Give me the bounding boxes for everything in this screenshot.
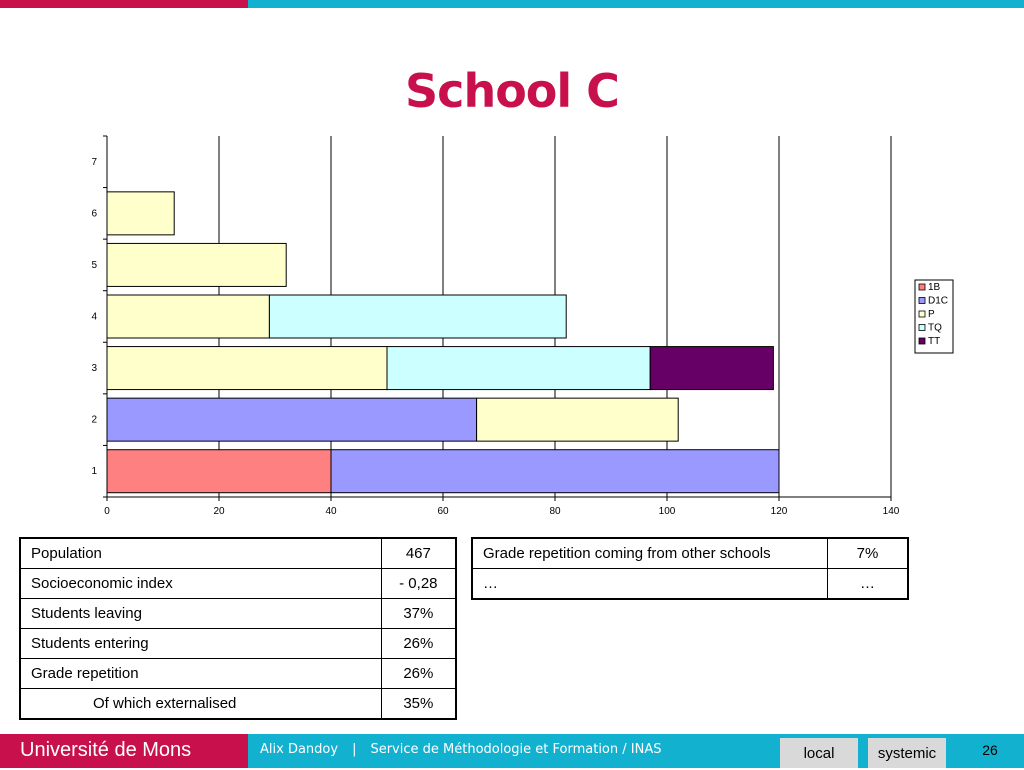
row-value: 35% — [380, 688, 457, 720]
row-value: … — [827, 568, 909, 600]
bar-p — [106, 191, 175, 236]
table-row: Socioeconomic index - 0,28 — [19, 568, 457, 599]
school-stats-table: Population 467 Socioeconomic index - 0,2… — [19, 537, 457, 720]
table-row: Population 467 — [19, 537, 457, 569]
x-tick-label: 0 — [104, 506, 110, 517]
legend-swatch — [918, 337, 926, 345]
row-value: 7% — [827, 537, 909, 569]
table-row: … … — [471, 568, 909, 600]
legend-swatch — [918, 324, 926, 331]
bar-d1c — [330, 449, 780, 494]
table-row: Students entering 26% — [19, 628, 457, 659]
legend-label: 1B — [928, 282, 941, 293]
university-label: Université de Mons — [0, 734, 248, 768]
row-value: 467 — [380, 537, 457, 569]
row-label: Students leaving — [19, 598, 382, 629]
legend-label: D1C — [928, 296, 948, 307]
table-row: Grade repetition coming from other schoo… — [471, 537, 909, 569]
y-tick-label: 3 — [91, 363, 97, 374]
legend-swatch — [918, 283, 926, 291]
legend-label: TT — [928, 336, 940, 347]
legend-label: P — [928, 309, 935, 320]
row-value: 37% — [380, 598, 457, 629]
service-name: Service de Méthodologie et Formation / I… — [370, 742, 662, 757]
x-tick-label: 40 — [325, 506, 337, 517]
y-tick-label: 2 — [91, 415, 97, 426]
x-tick-label: 80 — [549, 506, 561, 517]
x-tick-label: 100 — [659, 506, 676, 517]
y-tick-label: 4 — [91, 312, 97, 323]
bar-p — [106, 346, 388, 391]
page-number: 26 — [982, 742, 998, 758]
row-label: Grade repetition coming from other schoo… — [471, 537, 828, 569]
y-tick-label: 1 — [91, 466, 97, 477]
row-label: Grade repetition — [19, 658, 382, 689]
bar-d1c — [106, 397, 478, 442]
x-tick-label: 60 — [437, 506, 449, 517]
table-row: Students leaving 37% — [19, 598, 457, 629]
row-label: Students entering — [19, 628, 382, 659]
row-value: 26% — [380, 658, 457, 689]
row-label: … — [471, 568, 828, 600]
bar-tt — [649, 346, 774, 391]
x-tick-label: 120 — [771, 506, 788, 517]
y-tick-label: 7 — [91, 157, 97, 168]
table-row: Of which externalised 35% — [19, 688, 457, 720]
systemic-button[interactable]: systemic — [868, 738, 946, 768]
grade-repetition-table: Grade repetition coming from other schoo… — [471, 537, 909, 600]
row-value: - 0,28 — [380, 568, 457, 599]
row-label: Of which externalised — [19, 688, 382, 720]
y-tick-label: 6 — [91, 208, 97, 219]
author-name: Alix Dandoy — [260, 742, 339, 757]
bar-tq — [386, 346, 651, 391]
legend-label: TQ — [928, 323, 942, 334]
stacked-bar-chart: 0 20 40 60 80 100 120 140 1 2 3 4 5 6 7 1B D1C P TQ TT — [91, 135, 954, 517]
y-tick-label: 5 — [91, 260, 97, 271]
x-tick-label: 20 — [213, 506, 225, 517]
slide-title: School C — [405, 64, 620, 118]
bar-1b — [106, 449, 332, 494]
bar-p — [476, 397, 679, 442]
legend-swatch — [918, 310, 926, 318]
row-value: 26% — [380, 628, 457, 659]
bar-tq — [268, 294, 567, 339]
top-accent-bar-right — [248, 0, 1024, 8]
table-row: Grade repetition 26% — [19, 658, 457, 689]
footer-separator: | — [352, 742, 357, 757]
footer-credits: Alix Dandoy | Service de Méthodologie et F… — [260, 742, 661, 757]
top-accent-bar-left — [0, 0, 248, 8]
x-tick-label: 140 — [883, 506, 900, 517]
row-label: Population — [19, 537, 382, 569]
bar-p — [106, 242, 287, 287]
local-button[interactable]: local — [780, 738, 858, 768]
legend-swatch — [918, 297, 926, 304]
bar-p — [106, 294, 270, 339]
row-label: Socioeconomic index — [19, 568, 382, 599]
